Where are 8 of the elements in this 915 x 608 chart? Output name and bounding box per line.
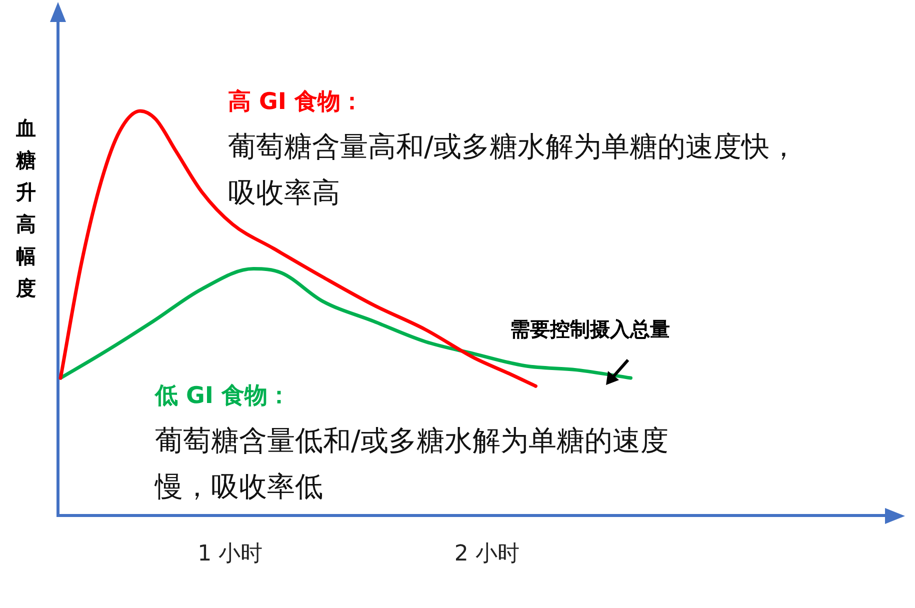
text: 高 GI 食物： [228, 88, 364, 117]
annotation: 葡萄糖含量高和/或多糖水解为单糖的速度快，吸收率高 [228, 129, 798, 211]
annotation: 需要控制摄入总量 [510, 316, 670, 343]
x-tick-label: 2 小时 [454, 542, 520, 567]
y-axis-title: 血糖升高幅度 [14, 115, 37, 302]
text: 低 GI 食物： [155, 382, 290, 411]
x-tick-label: 1 小时 [198, 542, 263, 567]
annotation: 葡萄糖含量低和/或多糖水解为单糖的速度慢，吸收率低 [155, 423, 670, 505]
